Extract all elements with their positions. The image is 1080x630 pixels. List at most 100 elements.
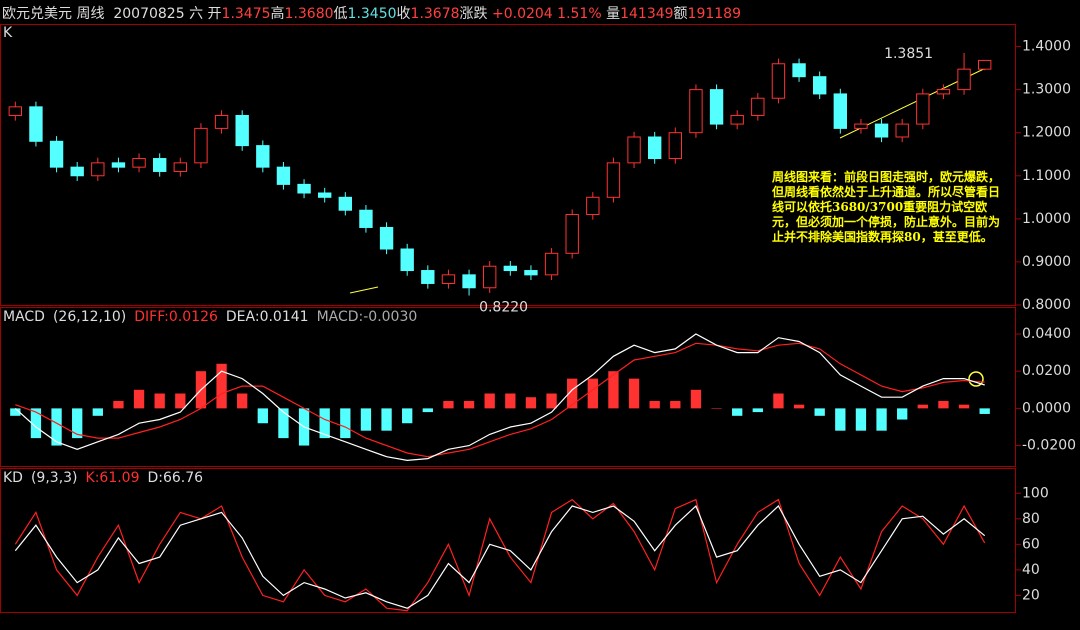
value: 1.3680 <box>284 6 334 22</box>
histogram-bar <box>670 400 681 409</box>
value: 1.3475 <box>221 6 271 22</box>
candle-body <box>111 162 126 168</box>
note: 周线图来看：前段日图走强时，欧元爆跌，但周线看依然处于上升通道。所以尽管看日线可… <box>772 170 1001 244</box>
candle-body <box>400 248 414 272</box>
histogram-bar <box>381 408 392 431</box>
line <box>14 498 986 612</box>
candle-body <box>441 274 456 284</box>
y-tick-label: 0.0200 <box>1022 363 1071 379</box>
y-tick-label: 40 <box>1022 562 1040 578</box>
label: 开 <box>207 6 222 22</box>
candle-body <box>214 114 229 129</box>
indicator-label: KD <box>3 470 23 486</box>
pane-title: K <box>3 25 13 41</box>
indicator-label: (26,12,10) <box>53 309 126 325</box>
histogram-bar <box>855 408 867 431</box>
candle-body <box>194 127 208 164</box>
candle-body <box>627 136 641 164</box>
annotation: 0.8220 <box>479 300 528 316</box>
value: 191189 <box>687 6 741 22</box>
histogram-bar <box>216 363 227 409</box>
histogram-bar <box>608 371 619 409</box>
histogram-bar <box>938 400 949 409</box>
y-tick-label: 1.0000 <box>1022 211 1071 227</box>
y-tick-label: 1.2000 <box>1022 125 1071 141</box>
histogram-bar <box>422 408 433 413</box>
histogram-bar <box>628 378 640 409</box>
candle-body <box>338 196 352 211</box>
candle-body <box>813 76 827 95</box>
y-tick-label: 60 <box>1022 536 1040 552</box>
pane-frame <box>0 24 1016 306</box>
histogram-bar <box>30 408 42 439</box>
candle-body <box>359 209 373 228</box>
indicator-label: DIFF:0.0126 <box>134 309 218 325</box>
histogram-bar <box>793 404 805 409</box>
candle-body <box>379 226 394 250</box>
line <box>14 333 985 462</box>
marker-circle <box>968 371 984 387</box>
date: 20070825 六 <box>113 6 204 22</box>
candle-body <box>751 97 765 116</box>
histogram-bar <box>732 408 743 416</box>
label: 额 <box>673 6 688 22</box>
y-tick-label: -0.0200 <box>1022 438 1076 454</box>
histogram-bar <box>917 404 928 409</box>
histogram-bar <box>402 408 413 424</box>
value: +0.0204 <box>491 6 553 22</box>
candle-body <box>276 166 291 185</box>
y-tick-label: 0.8000 <box>1022 297 1071 313</box>
y-tick-label: 1.1000 <box>1022 168 1071 184</box>
indicator-label: MACD <box>3 309 45 325</box>
trend-line <box>349 286 379 294</box>
histogram-bar <box>484 393 495 409</box>
candle-body <box>91 162 105 177</box>
histogram-bar <box>175 393 186 409</box>
candle-body <box>916 93 930 125</box>
candle-body <box>524 270 538 276</box>
candle-body <box>544 252 559 276</box>
histogram-bar <box>505 393 516 409</box>
candle-body <box>771 63 786 99</box>
histogram-bar <box>649 400 660 409</box>
histogram-bar <box>133 389 145 409</box>
histogram-bar <box>10 408 21 416</box>
candle-body <box>854 123 868 129</box>
instrument: 欧元兑美元 周线 <box>2 6 105 22</box>
candle-body <box>689 89 703 134</box>
candle-body <box>606 162 621 198</box>
value: 1.51% <box>557 6 602 22</box>
label: 低 <box>333 6 348 22</box>
candle-body <box>29 106 43 142</box>
candle-body <box>132 158 146 168</box>
histogram-bar <box>113 400 124 409</box>
candle-body <box>462 274 476 289</box>
histogram-bar <box>773 393 784 409</box>
candle-body <box>586 196 600 216</box>
candle-body <box>709 89 724 125</box>
candle-body <box>235 114 249 147</box>
pane-frame <box>0 468 1016 613</box>
label: 涨跌 <box>459 6 488 22</box>
line <box>15 342 985 458</box>
candle-body <box>256 145 270 168</box>
label: 收 <box>396 6 411 22</box>
histogram-bar <box>51 408 62 446</box>
candle-body <box>668 132 682 160</box>
pane-frame <box>0 307 1016 467</box>
histogram-bar <box>319 408 330 439</box>
candle-body <box>978 59 992 70</box>
histogram-bar <box>958 404 970 409</box>
candle-body <box>503 265 517 272</box>
indicator-label: D:66.76 <box>148 470 204 486</box>
histogram-bar <box>876 408 887 431</box>
candle-body <box>648 136 662 160</box>
candle-body <box>565 214 579 254</box>
candle-body <box>318 192 332 198</box>
histogram-bar <box>360 408 372 431</box>
y-tick-label: 80 <box>1022 511 1040 527</box>
candle-body <box>730 114 744 125</box>
candle-body <box>936 89 951 95</box>
histogram-bar <box>546 393 557 409</box>
